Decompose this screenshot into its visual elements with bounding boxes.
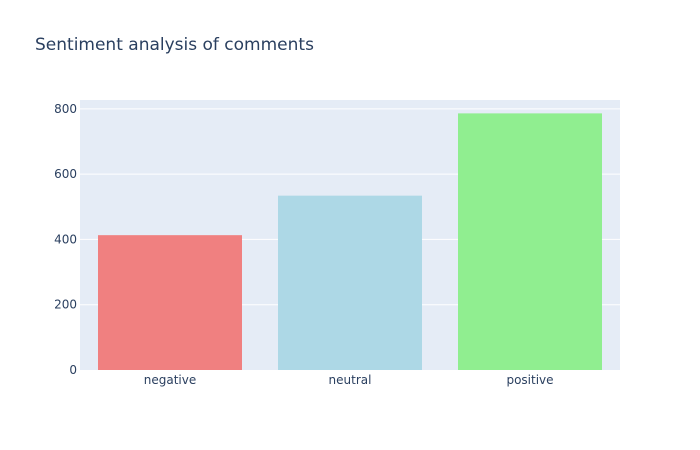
y-tick-label: 200 <box>54 298 77 312</box>
y-tick-label: 600 <box>54 167 77 181</box>
chart-title: Sentiment analysis of comments <box>35 35 314 55</box>
bar-neutral <box>278 195 422 370</box>
x-tick-label-neutral: neutral <box>329 373 372 387</box>
y-tick-label: 0 <box>69 363 77 377</box>
bar-negative <box>98 235 242 370</box>
bars <box>98 113 602 370</box>
x-tick-label-positive: positive <box>506 373 553 387</box>
y-axis-ticks: 0 200 400 600 800 <box>54 102 77 377</box>
y-tick-label: 800 <box>54 102 77 116</box>
y-tick-label: 400 <box>54 232 77 246</box>
x-axis-ticks: negative neutral positive <box>144 373 554 387</box>
bar-positive <box>458 113 602 370</box>
x-tick-label-negative: negative <box>144 373 196 387</box>
